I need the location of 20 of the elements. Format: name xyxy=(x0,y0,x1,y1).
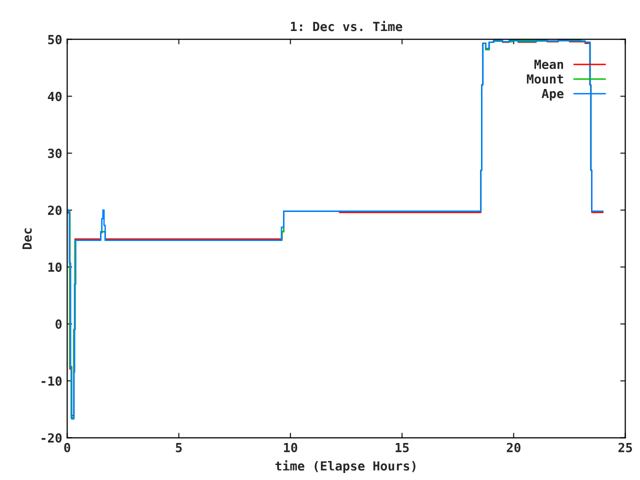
y-tick-label: -20 xyxy=(42,433,62,443)
x-tick-label: 25 xyxy=(618,442,632,452)
y-tick-label: 50 xyxy=(48,34,62,44)
y-tick-label: 10 xyxy=(48,262,62,272)
x-tick-label: 10 xyxy=(284,442,298,452)
x-axis-title: time (Elapse Hours) xyxy=(275,460,416,474)
x-tick-label: 0 xyxy=(64,442,70,452)
chart-title: 1: Dec vs. Time xyxy=(290,20,402,32)
y-tick-label: 20 xyxy=(48,206,62,216)
x-tick-label: 15 xyxy=(396,443,409,452)
y-tick-label: 30 xyxy=(48,148,62,158)
legend-label: Mean xyxy=(534,60,564,70)
y-tick-label: 0 xyxy=(56,319,62,329)
y-tick-label: -10 xyxy=(42,376,62,386)
legend-label: Ape xyxy=(542,88,564,101)
x-tick-label: 20 xyxy=(506,442,520,452)
legend-label: Mount xyxy=(526,74,564,84)
y-tick-label: 40 xyxy=(48,92,62,102)
y-axis-title: Dec xyxy=(22,228,32,250)
x-tick-label: 5 xyxy=(176,443,182,452)
